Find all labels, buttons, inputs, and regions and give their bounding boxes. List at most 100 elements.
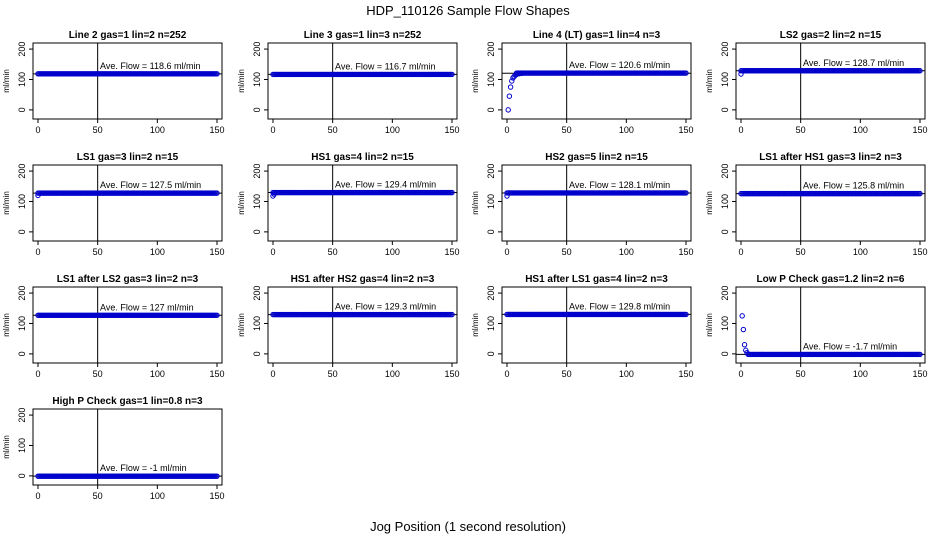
panel-title: LS2 gas=2 lin=2 n=15	[780, 30, 882, 41]
data-point	[917, 190, 923, 197]
x-tick-label: 50	[328, 247, 338, 257]
data-series	[738, 190, 923, 197]
average-annotation: Ave. Flow = 129.4 ml/min	[335, 180, 436, 190]
y-axis-label: ml/min	[471, 313, 480, 337]
x-tick-label: 100	[619, 247, 634, 257]
y-axis-label: ml/min	[705, 313, 714, 337]
x-tick-label: 50	[93, 125, 103, 135]
data-series	[504, 311, 689, 318]
x-tick-label: 50	[562, 369, 572, 379]
x-tick-label: 100	[385, 369, 400, 379]
average-annotation: Ave. Flow = 129.3 ml/min	[335, 302, 436, 312]
figure-xlabel: Jog Position (1 second resolution)	[370, 519, 566, 534]
y-tick-label: 0	[252, 107, 262, 112]
panel-11: HS1 after LS1 gas=4 lin=2 n=3 ml/min 0 100 2…	[471, 274, 694, 379]
figure-title: HDP_110126 Sample Flow Shapes	[366, 3, 570, 18]
x-tick-label: 0	[504, 247, 509, 257]
y-tick-label: 0	[17, 107, 27, 112]
average-annotation: Ave. Flow = 120.6 ml/min	[569, 60, 670, 70]
x-tick-label: 0	[738, 125, 743, 135]
y-tick-label: 100	[252, 72, 262, 87]
data-point	[214, 71, 220, 77]
y-tick-label: 0	[486, 107, 496, 112]
x-tick-label: 100	[385, 125, 400, 135]
y-tick-label: 100	[720, 316, 730, 331]
data-series	[270, 311, 455, 318]
panel-10: HS1 after HS2 gas=4 lin=2 n=3 ml/min 0 100 2…	[237, 274, 460, 379]
y-tick-label: 100	[252, 194, 262, 209]
data-point	[449, 189, 455, 196]
y-tick-label: 100	[17, 194, 27, 209]
panel-2: Line 3 gas=1 lin=3 n=252 ml/min 0 100 200 0 50…	[237, 30, 460, 135]
x-tick-label: 150	[678, 125, 693, 135]
data-series	[504, 190, 689, 199]
average-annotation: Ave. Flow = -1.7 ml/min	[803, 341, 897, 351]
y-tick-label: 100	[486, 194, 496, 209]
x-tick-label: 150	[912, 247, 927, 257]
data-point	[683, 70, 689, 76]
average-annotation: Ave. Flow = 129.8 ml/min	[569, 301, 670, 311]
y-tick-label: 100	[17, 72, 27, 87]
y-tick-label: 0	[252, 229, 262, 234]
plot-frame	[267, 42, 458, 120]
data-point	[683, 190, 689, 196]
y-tick-label: 100	[486, 316, 496, 331]
y-tick-label: 0	[486, 351, 496, 356]
average-annotation: Ave. Flow = -1 ml/min	[100, 463, 187, 473]
y-tick-label: 200	[252, 164, 262, 179]
x-tick-label: 100	[853, 369, 868, 379]
panel-5: LS1 gas=3 lin=2 n=15 ml/min 0 100 200 0 50 100 1…	[2, 152, 225, 257]
y-tick-label: 200	[17, 286, 27, 301]
plot-frame	[32, 286, 223, 364]
plot-frame	[32, 164, 223, 242]
x-tick-label: 100	[150, 369, 165, 379]
data-series	[35, 71, 220, 77]
y-tick-label: 200	[720, 286, 730, 301]
y-tick-label: 200	[17, 164, 27, 179]
panel-title: LS1 gas=3 lin=2 n=15	[77, 152, 179, 163]
x-tick-label: 150	[209, 247, 224, 257]
y-tick-label: 100	[17, 316, 27, 331]
y-tick-label: 200	[486, 42, 496, 57]
x-tick-label: 100	[150, 491, 165, 501]
x-tick-label: 50	[328, 125, 338, 135]
x-tick-label: 100	[150, 247, 165, 257]
y-axis-label: ml/min	[237, 69, 246, 93]
y-axis-label: ml/min	[2, 69, 11, 93]
x-tick-label: 0	[504, 125, 509, 135]
x-tick-label: 150	[444, 247, 459, 257]
y-tick-label: 100	[720, 72, 730, 87]
x-tick-label: 0	[35, 369, 40, 379]
x-tick-label: 0	[738, 369, 743, 379]
average-annotation: Ave. Flow = 128.1 ml/min	[569, 180, 670, 190]
y-tick-label: 200	[720, 42, 730, 57]
average-annotation: Ave. Flow = 118.6 ml/min	[100, 61, 200, 71]
panel-title: LS1 after LS2 gas=3 lin=2 n=3	[57, 274, 199, 285]
x-tick-label: 0	[504, 369, 509, 379]
panel-6: HS1 gas=4 lin=2 n=15 ml/min 0 100 200 0 50 100 1…	[237, 152, 460, 257]
x-tick-label: 0	[738, 247, 743, 257]
data-point	[741, 342, 748, 348]
data-series	[35, 312, 220, 318]
panel-title: High P Check gas=1 lin=0.8 n=3	[52, 396, 203, 407]
data-point	[214, 190, 220, 196]
y-tick-label: 200	[720, 164, 730, 179]
x-tick-label: 150	[444, 125, 459, 135]
y-tick-label: 200	[17, 408, 27, 423]
x-tick-label: 0	[270, 369, 275, 379]
y-tick-label: 0	[17, 229, 27, 234]
panel-1: Line 2 gas=1 lin=2 n=252 ml/min 0 100 200 0 50…	[2, 30, 225, 135]
y-axis-label: ml/min	[471, 69, 480, 93]
panel-7: HS2 gas=5 lin=2 n=15 ml/min 0 100 200 0 50 100 1…	[471, 152, 694, 257]
y-tick-label: 100	[720, 194, 730, 209]
x-tick-label: 50	[796, 125, 806, 135]
panel-3: Line 4 (LT) gas=1 lin=4 n=3 ml/min 0 100 200…	[471, 30, 694, 135]
x-tick-label: 150	[912, 125, 927, 135]
x-tick-label: 50	[93, 491, 103, 501]
panel-title: HS2 gas=5 lin=2 n=15	[545, 152, 648, 163]
x-tick-label: 150	[209, 125, 224, 135]
x-tick-label: 0	[35, 125, 40, 135]
data-point	[506, 93, 513, 99]
x-tick-label: 150	[209, 369, 224, 379]
